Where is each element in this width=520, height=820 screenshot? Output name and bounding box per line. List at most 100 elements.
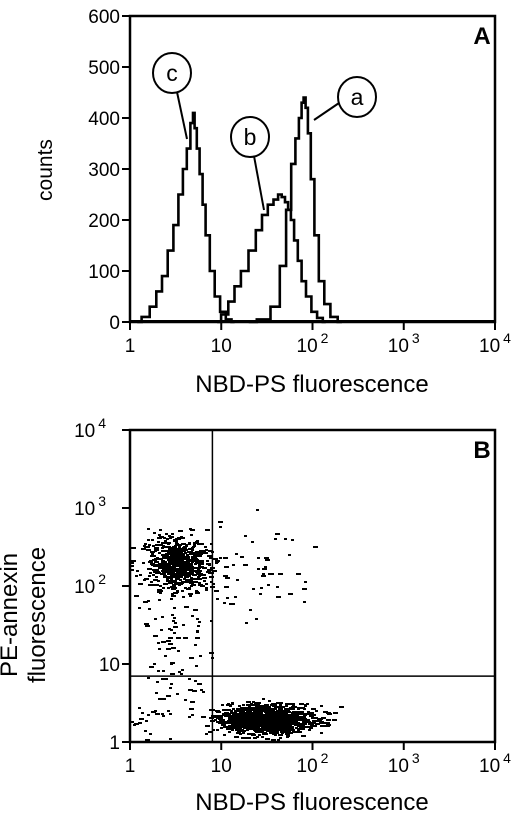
panel-b-quadrant-gates [130, 430, 495, 742]
event-dot [291, 714, 294, 716]
event-dot [172, 554, 175, 556]
event-dot [170, 673, 175, 675]
event-dot [190, 534, 193, 536]
panel-a-frame [128, 14, 497, 324]
event-dot [214, 590, 219, 592]
event-dot [163, 572, 166, 574]
event-dot [173, 626, 178, 628]
event-dot [268, 726, 273, 728]
event-dot [155, 692, 158, 694]
event-dot [310, 727, 313, 729]
event-dot [284, 726, 289, 728]
event-dot [193, 560, 196, 562]
event-dot [246, 726, 251, 728]
event-dot [149, 733, 152, 735]
event-dot [288, 722, 291, 724]
event-dot [147, 714, 150, 716]
event-dot [191, 549, 194, 551]
event-dot [176, 550, 179, 552]
event-dot [268, 729, 273, 731]
event-dot [280, 731, 283, 733]
event-dot [193, 609, 198, 611]
event-dot [251, 704, 256, 706]
event-dot [296, 573, 301, 575]
event-dot [296, 715, 299, 717]
event-dot [313, 720, 318, 722]
event-dot [306, 703, 309, 705]
event-dot [301, 723, 306, 725]
event-dot [170, 586, 173, 588]
event-dot [167, 587, 170, 589]
event-dot [230, 722, 233, 724]
event-dot [195, 592, 200, 594]
event-dot [323, 711, 328, 713]
event-dot [184, 606, 189, 608]
event-dot [278, 714, 281, 716]
event-dot [184, 587, 187, 589]
event-dot [173, 573, 176, 575]
event-dot [189, 582, 192, 584]
event-dot [273, 719, 276, 721]
event-dot [262, 698, 265, 700]
event-dot [197, 562, 200, 564]
event-dot [294, 706, 297, 708]
event-dot [288, 554, 291, 556]
event-dot [184, 552, 187, 554]
event-dot [234, 724, 239, 726]
event-dot [237, 724, 240, 726]
event-dot [160, 567, 163, 569]
event-dot [205, 583, 208, 585]
event-dot [277, 739, 280, 741]
event-dot [216, 715, 221, 717]
event-dot [152, 574, 155, 576]
event-dot [166, 648, 171, 650]
event-dot [188, 689, 193, 691]
event-dot [232, 564, 235, 566]
event-dot [153, 532, 156, 534]
event-dot [185, 579, 188, 581]
event-dot [221, 724, 226, 726]
event-dot [203, 552, 208, 554]
event-dot [265, 733, 268, 735]
event-dot [203, 550, 206, 552]
event-dot [178, 546, 181, 548]
event-dot [158, 563, 161, 565]
event-dot [220, 716, 223, 718]
panel-a-y-tick-label: 200 [88, 211, 120, 232]
event-dot [238, 705, 241, 707]
event-dot [268, 721, 271, 723]
event-dot [175, 538, 178, 540]
event-dot [254, 727, 259, 729]
event-dot [167, 559, 170, 561]
event-dot [163, 583, 168, 585]
event-dot [224, 566, 229, 568]
event-dot [223, 726, 226, 728]
event-dot [231, 702, 234, 704]
event-dot [269, 709, 272, 711]
event-dot [157, 541, 160, 543]
event-dot [257, 568, 260, 570]
event-dot [188, 565, 193, 567]
event-dot [161, 713, 164, 715]
event-dot [247, 722, 252, 724]
event-dot [252, 734, 255, 736]
event-dot [211, 715, 216, 717]
event-dot [135, 575, 138, 577]
event-dot [195, 554, 200, 556]
event-dot [266, 708, 269, 710]
event-dot [194, 680, 197, 682]
event-dot [306, 713, 311, 715]
event-dot [164, 540, 167, 542]
event-dot [224, 586, 229, 588]
event-dot [272, 705, 275, 707]
event-dot [280, 726, 283, 728]
panel-a-x-tick-label: 10 2 [297, 330, 329, 357]
event-dot [157, 565, 160, 567]
event-dot [159, 529, 162, 531]
event-dot [182, 624, 185, 626]
event-dot [271, 739, 276, 741]
event-dot [184, 699, 187, 701]
event-dot [245, 712, 250, 714]
event-dot [189, 657, 194, 659]
